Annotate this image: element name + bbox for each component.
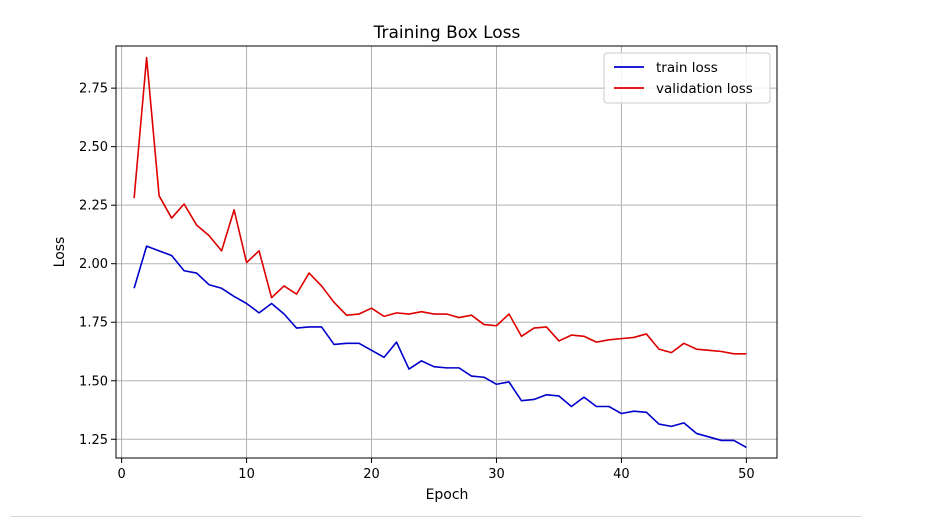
x-tick-label: 30	[488, 467, 505, 482]
footer-divider	[10, 516, 862, 517]
x-tick-label: 20	[363, 467, 380, 482]
legend-label: train loss	[656, 60, 718, 76]
chart-title: Training Box Loss	[373, 23, 521, 43]
y-axis-label: Loss	[52, 237, 68, 268]
x-tick-label: 40	[613, 467, 630, 482]
y-tick-label: 2.25	[79, 199, 108, 214]
x-tick-label: 50	[738, 467, 755, 482]
y-tick-label: 1.50	[79, 374, 108, 389]
y-tick-label: 1.25	[79, 433, 108, 448]
y-tick-label: 1.75	[79, 316, 108, 331]
plot-frame	[115, 45, 778, 459]
y-tick-label: 2.75	[79, 82, 108, 97]
axis-ticks: 0 10 20 30 40 50 1.25 1.50 1.75 2.00 2.25 2.50 2.75	[79, 82, 755, 482]
legend-box	[603, 52, 771, 104]
grid	[116, 46, 777, 458]
y-tick-label: 2.50	[79, 140, 108, 155]
x-axis-label: Epoch	[426, 487, 469, 503]
y-tick-label: 2.00	[79, 257, 108, 272]
series-lines	[133, 56, 747, 449]
series-line-0	[133, 245, 747, 449]
series-line-1	[133, 56, 747, 355]
x-tick-label: 10	[238, 467, 255, 482]
x-tick-label: 0	[117, 467, 125, 482]
legend: train loss validation loss	[603, 52, 771, 104]
legend-label: validation loss	[656, 81, 753, 97]
